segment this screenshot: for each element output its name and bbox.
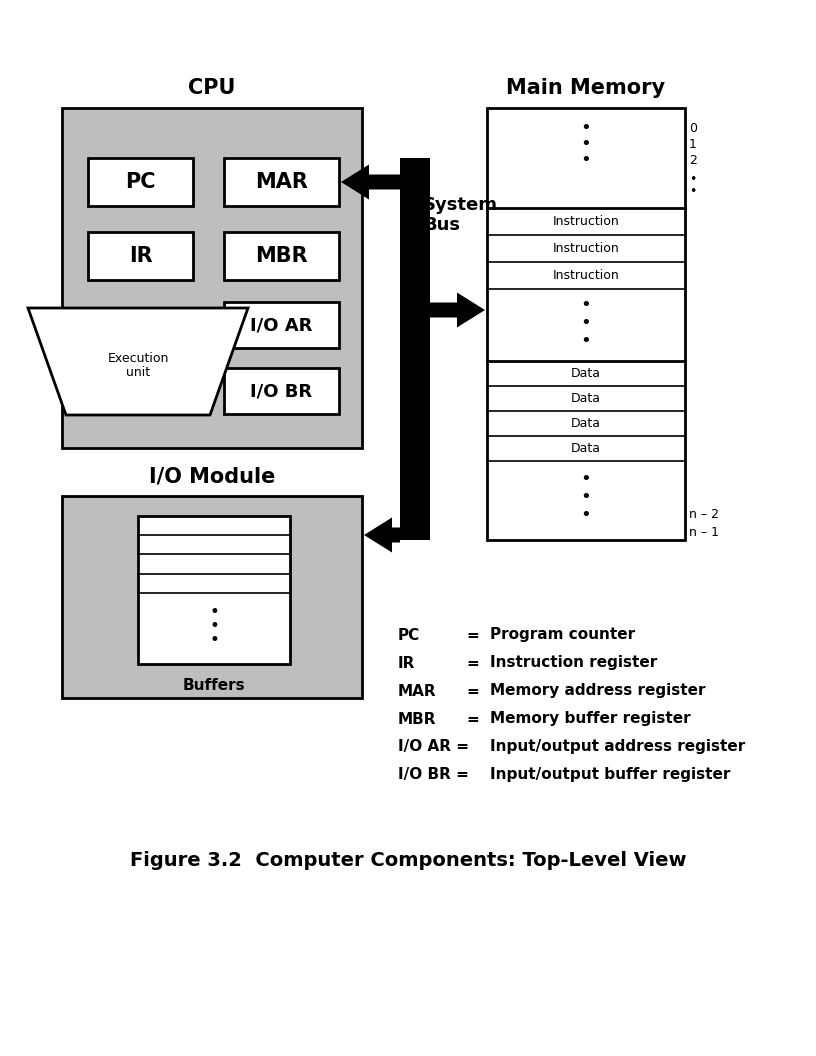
Text: •: • [581,332,592,350]
Text: MBR: MBR [255,246,308,266]
Text: IR: IR [398,656,415,671]
Bar [224,367,339,414]
Text: •: • [581,296,592,314]
Text: Instruction: Instruction [552,242,619,254]
Text: •: • [209,603,219,621]
Text: Instruction: Instruction [552,269,619,282]
Text: Data: Data [571,392,601,406]
Text: MBR: MBR [398,712,437,727]
Polygon shape [341,165,400,200]
Polygon shape [364,517,400,552]
Text: PC: PC [125,172,156,192]
Text: Buffers: Buffers [183,678,246,693]
Text: Instruction register: Instruction register [490,656,657,671]
Text: I/O BR =: I/O BR = [398,768,469,782]
Text: •: • [581,506,592,524]
Bar [88,158,193,206]
Text: Input/output address register: Input/output address register [490,739,745,754]
Text: Data: Data [571,417,601,430]
Text: n – 1: n – 1 [689,526,719,539]
Text: Main Memory: Main Memory [507,78,666,98]
Bar [138,516,290,664]
Text: =: = [466,656,479,671]
Text: System
Bus: System Bus [423,195,498,234]
Text: MAR: MAR [255,172,308,192]
Text: I/O Module: I/O Module [149,466,275,486]
Bar [400,158,430,540]
Text: PC: PC [398,627,420,642]
Text: n – 2: n – 2 [689,508,719,521]
Text: •: • [581,470,592,488]
Text: 2: 2 [689,153,697,167]
Text: =: = [466,712,479,727]
Text: •: • [581,135,592,153]
Text: Data: Data [571,442,601,455]
Text: Execution
unit: Execution unit [108,352,169,379]
Text: MAR: MAR [398,683,437,698]
Text: Memory address register: Memory address register [490,683,706,698]
Text: I/O AR: I/O AR [251,316,313,334]
Bar [224,232,339,280]
Text: =: = [466,683,479,698]
Polygon shape [28,308,248,415]
Text: CPU: CPU [188,78,236,98]
Text: Instruction: Instruction [552,215,619,228]
Text: •: • [581,488,592,506]
Bar [224,302,339,348]
Text: 1: 1 [689,137,697,151]
Text: •: • [689,186,696,199]
Text: •: • [581,119,592,137]
Text: •: • [689,173,696,187]
Text: Figure 3.2  Computer Components: Top-Level View: Figure 3.2 Computer Components: Top-Leve… [130,850,686,869]
Text: 0: 0 [689,121,697,134]
Bar [88,232,193,280]
Bar [224,158,339,206]
Text: Input/output buffer register: Input/output buffer register [490,768,730,782]
Text: •: • [209,617,219,636]
Text: =: = [466,627,479,642]
Text: Memory buffer register: Memory buffer register [490,712,690,727]
Text: •: • [581,314,592,332]
Text: I/O BR: I/O BR [251,382,313,400]
Bar [487,108,685,540]
Bar [62,108,362,448]
Text: I/O AR =: I/O AR = [398,739,469,754]
Text: IR: IR [129,246,153,266]
Bar [62,496,362,698]
Text: Data: Data [571,367,601,380]
Polygon shape [430,293,485,327]
Text: Program counter: Program counter [490,627,635,642]
Text: •: • [581,151,592,169]
Text: •: • [209,631,219,649]
